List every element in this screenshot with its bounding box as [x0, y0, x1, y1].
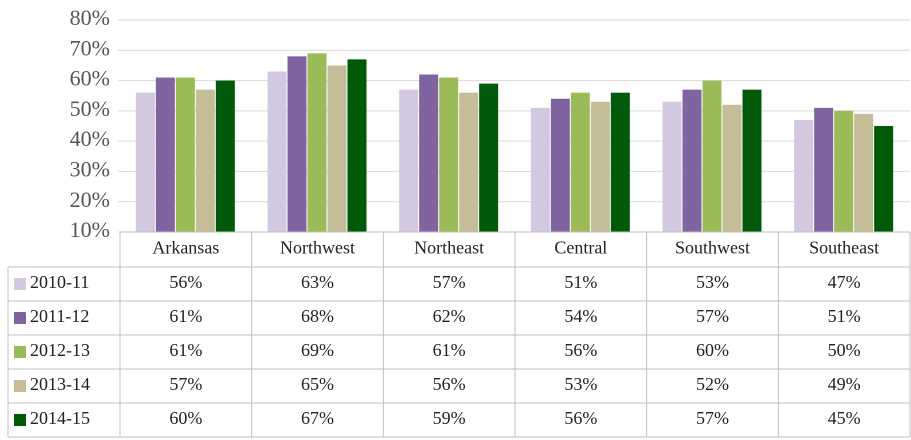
category-label: Central	[554, 238, 607, 258]
y-tick-label: 30%	[70, 156, 110, 181]
table-value: 49%	[828, 374, 861, 394]
table-value: 52%	[696, 374, 729, 394]
bar	[327, 65, 347, 232]
legend-label: 2011-12	[30, 306, 89, 326]
table-value: 60%	[696, 340, 729, 360]
table-value: 62%	[433, 306, 466, 326]
table-value: 57%	[696, 306, 729, 326]
table-value: 69%	[301, 340, 334, 360]
bar	[814, 107, 834, 232]
bar	[682, 89, 702, 233]
table-value: 61%	[169, 340, 202, 360]
bar	[834, 110, 854, 232]
legend-swatch	[14, 380, 26, 392]
bar	[439, 77, 459, 233]
bar	[479, 83, 499, 232]
table-value: 60%	[169, 408, 202, 428]
table-value: 56%	[169, 272, 202, 292]
bar	[854, 113, 874, 232]
bar	[287, 56, 307, 232]
bar	[874, 126, 894, 232]
table-value: 53%	[564, 374, 597, 394]
category-label: Southeast	[809, 238, 879, 258]
y-tick-label: 60%	[70, 66, 110, 91]
bar	[702, 80, 722, 232]
bar	[459, 92, 479, 232]
table-value: 53%	[696, 272, 729, 292]
category-label: Northeast	[414, 238, 484, 258]
table-value: 57%	[696, 408, 729, 428]
table-value: 59%	[433, 408, 466, 428]
y-tick-label: 20%	[70, 187, 110, 212]
table-value: 56%	[564, 340, 597, 360]
bar	[794, 119, 814, 232]
bar	[155, 77, 175, 233]
y-tick-label: 50%	[70, 96, 110, 121]
y-tick-label: 80%	[70, 5, 110, 30]
bar	[307, 53, 327, 232]
legend-swatch	[14, 346, 26, 358]
table-value: 63%	[301, 272, 334, 292]
table-value: 45%	[828, 408, 861, 428]
y-tick-label: 40%	[70, 126, 110, 151]
bar	[722, 104, 742, 232]
table-value: 56%	[433, 374, 466, 394]
table-value: 67%	[301, 408, 334, 428]
legend-swatch	[14, 414, 26, 426]
table-value: 61%	[169, 306, 202, 326]
table-value: 57%	[169, 374, 202, 394]
table-value: 68%	[301, 306, 334, 326]
bar	[530, 107, 550, 232]
bar	[195, 89, 215, 233]
bar	[419, 74, 439, 232]
bar	[662, 101, 682, 233]
bar	[590, 101, 610, 233]
table-value: 54%	[564, 306, 597, 326]
y-tick-label: 10%	[70, 217, 110, 242]
bar	[135, 92, 155, 232]
legend-swatch	[14, 312, 26, 324]
bar	[550, 98, 570, 232]
table-value: 47%	[828, 272, 861, 292]
legend-label: 2013-14	[30, 374, 90, 394]
bar	[399, 89, 419, 233]
category-label: Northwest	[280, 238, 355, 258]
legend-label: 2010-11	[30, 272, 89, 292]
table-value: 61%	[433, 340, 466, 360]
bar	[742, 89, 762, 233]
table-value: 65%	[301, 374, 334, 394]
bar	[610, 92, 630, 232]
category-label: Arkansas	[152, 238, 219, 258]
category-label: Southwest	[675, 238, 750, 258]
legend-label: 2014-15	[30, 408, 90, 428]
table-value: 56%	[564, 408, 597, 428]
bar	[570, 92, 590, 232]
legend-swatch	[14, 278, 26, 290]
table-value: 57%	[433, 272, 466, 292]
table-value: 50%	[828, 340, 861, 360]
table-value: 51%	[564, 272, 597, 292]
bar	[175, 77, 195, 233]
legend-label: 2012-13	[30, 340, 90, 360]
table-value: 51%	[828, 306, 861, 326]
bar	[267, 71, 287, 232]
bar	[347, 59, 367, 232]
y-tick-label: 70%	[70, 35, 110, 60]
bar	[215, 80, 235, 232]
